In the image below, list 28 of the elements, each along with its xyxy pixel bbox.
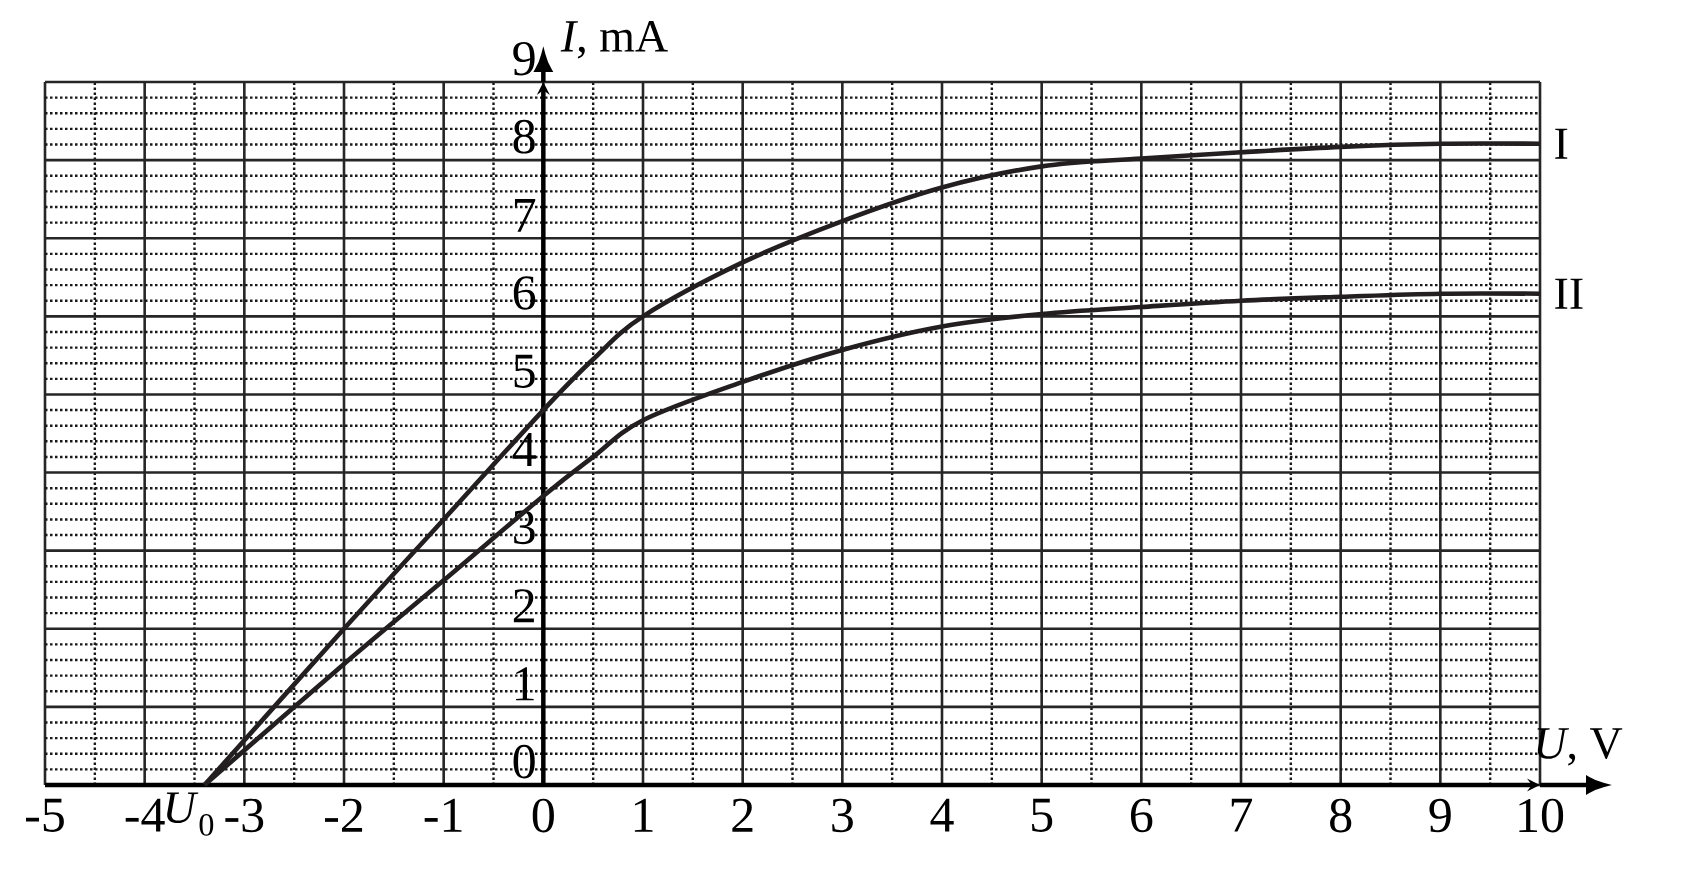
x-tick-label: 6 (1130, 798, 1153, 833)
series-label: I (1555, 128, 1568, 159)
x-tick-label: 4 (930, 798, 954, 832)
x-tick-label: -3 (225, 798, 264, 833)
y-tick-label: 8 (513, 119, 535, 154)
x-tick-label: 3 (832, 798, 853, 833)
y-tick-label: 4 (512, 433, 536, 467)
x-tick-label: -5 (26, 798, 64, 832)
x-tick-label: 7 (1231, 798, 1253, 832)
annotation: U$_{0}$ (166, 792, 214, 836)
y-tick-label: 5 (514, 354, 535, 388)
x-tick-label: -2 (325, 798, 363, 832)
y-tick-label: 2 (513, 589, 534, 623)
y-axis-title: I, mA (560, 21, 668, 59)
x-tick-label: 9 (1429, 798, 1451, 833)
series-label: II (1555, 278, 1583, 309)
x-tick-label: 5 (1032, 798, 1053, 832)
y-tick-label: 7 (514, 198, 536, 232)
x-tick-label: 10 (1519, 798, 1564, 833)
y-tick-label: 9 (513, 41, 535, 76)
x-tick-label: 2 (732, 798, 753, 832)
y-tick-label: 0 (513, 744, 535, 779)
x-tick-label: 8 (1330, 798, 1352, 833)
x-tick-label: -4 (125, 798, 165, 832)
y-tick-label: 6 (513, 276, 536, 310)
y-tick-label: 1 (516, 667, 534, 701)
x-tick-label: -1 (424, 798, 462, 832)
x-tick-label: 1 (634, 798, 653, 832)
